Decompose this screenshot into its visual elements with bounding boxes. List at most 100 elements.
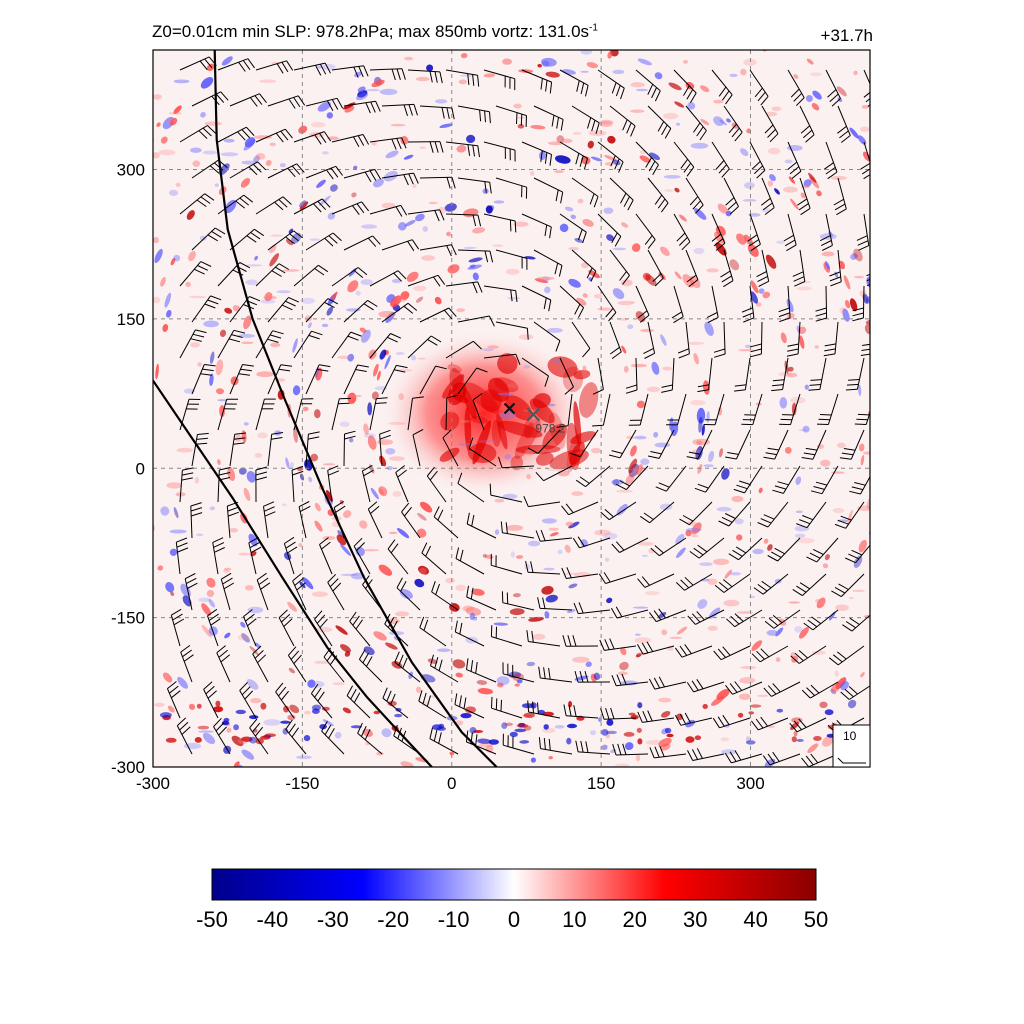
vorticity-speck <box>317 101 331 112</box>
vorticity-speck <box>668 82 682 91</box>
wind-barb <box>556 393 573 428</box>
vorticity-speck <box>299 201 309 210</box>
vorticity-speck <box>419 501 433 513</box>
background-speck <box>269 142 276 147</box>
vorticity-speck <box>302 576 314 590</box>
vorticity-speck <box>549 532 559 537</box>
wind-barb <box>673 141 695 177</box>
vorticity-speck <box>405 808 419 815</box>
wind-barb <box>527 429 561 454</box>
vorticity-speck <box>465 607 482 616</box>
background-speck <box>532 633 546 640</box>
vorticity-speck <box>400 291 410 300</box>
vorticity-speck <box>580 539 588 548</box>
wind-barb <box>635 213 656 249</box>
vorticity-speck <box>350 826 356 831</box>
wind-barb <box>454 693 485 719</box>
background-speck <box>860 126 870 132</box>
colorbar-scale <box>211 868 817 901</box>
background-speck <box>756 694 769 698</box>
background-speck <box>289 462 294 469</box>
background-speck <box>565 521 574 527</box>
colorbar-tick-label: 20 <box>623 907 647 932</box>
vorticity-speck <box>468 817 474 826</box>
rainband-speck <box>737 712 744 718</box>
wind-barb <box>217 126 255 143</box>
background-speck <box>786 372 798 378</box>
wind-barb <box>229 161 267 179</box>
rainband-speck <box>196 703 202 709</box>
rainband-speck <box>523 725 532 731</box>
vorticity-speck <box>357 86 366 93</box>
rainband-speck <box>666 733 674 738</box>
vorticity-speck <box>51 438 56 444</box>
wind-barb <box>305 431 320 467</box>
vorticity-speck <box>241 749 255 760</box>
wind-barb <box>249 718 269 755</box>
wind-barb <box>661 357 675 393</box>
background-speck <box>524 563 531 570</box>
vorticity-speck <box>121 599 127 605</box>
background-speck <box>820 459 831 467</box>
background-speck <box>541 518 557 524</box>
vorticity-speck <box>714 231 726 244</box>
background-speck <box>630 82 645 88</box>
background-speck <box>482 348 495 352</box>
background-speck <box>153 296 161 304</box>
vorticity-speck <box>879 174 893 191</box>
background-speck <box>378 310 396 318</box>
vorticity-speck <box>719 119 727 126</box>
background-speck <box>663 112 679 120</box>
vorticity-speck <box>858 443 865 452</box>
wind-barb <box>783 213 797 252</box>
wind-barb <box>874 106 887 143</box>
vorticity-speck <box>784 446 792 454</box>
vorticity-speck <box>132 127 143 138</box>
background-speck <box>629 468 648 472</box>
wind-barb <box>267 364 293 395</box>
colorbar-tick-label: -20 <box>377 907 409 932</box>
wind-barb <box>369 333 402 359</box>
vorticity-speck <box>347 353 355 362</box>
vorticity-speck <box>937 282 945 293</box>
background-speck <box>693 247 705 255</box>
vorticity-speck <box>363 423 369 435</box>
background-speck <box>853 70 858 76</box>
vorticity-speck <box>221 56 233 66</box>
background-speck <box>603 532 618 540</box>
wind-barb <box>801 681 839 699</box>
vorticity-speck <box>224 307 233 314</box>
vorticity-speck <box>170 257 176 266</box>
rainband-speck <box>387 700 397 707</box>
wind-barb <box>331 267 368 287</box>
vorticity-speck <box>253 155 260 163</box>
vorticity-speck <box>385 150 399 159</box>
vorticity-speck <box>371 391 379 400</box>
vorticity-speck <box>360 329 371 343</box>
vorticity-speck <box>924 197 933 207</box>
vorticity-speck <box>823 262 831 273</box>
vorticity-speck <box>304 10 313 18</box>
wind-barb <box>636 641 675 655</box>
background-speck <box>153 152 160 159</box>
vorticity-speck <box>477 688 494 695</box>
wind-barb <box>762 751 801 766</box>
wind-barb <box>229 296 261 323</box>
background-speck <box>526 474 531 480</box>
vorticity-speck <box>231 735 244 747</box>
background-speck <box>575 451 586 455</box>
vorticity-speck <box>703 380 710 395</box>
vorticity-speck <box>915 191 923 202</box>
background-speck <box>260 299 276 304</box>
wind-barb <box>787 141 802 179</box>
background-speck <box>529 170 535 176</box>
wind-barb <box>723 177 739 215</box>
wind-barb <box>457 105 491 124</box>
vorticity-speck <box>952 365 957 378</box>
wind-barb <box>599 638 637 651</box>
vorticity-speck <box>285 457 290 469</box>
background-speck <box>814 345 820 349</box>
wind-barb <box>343 100 381 114</box>
vorticity-speck <box>384 355 391 370</box>
vorticity-speck <box>240 178 251 188</box>
